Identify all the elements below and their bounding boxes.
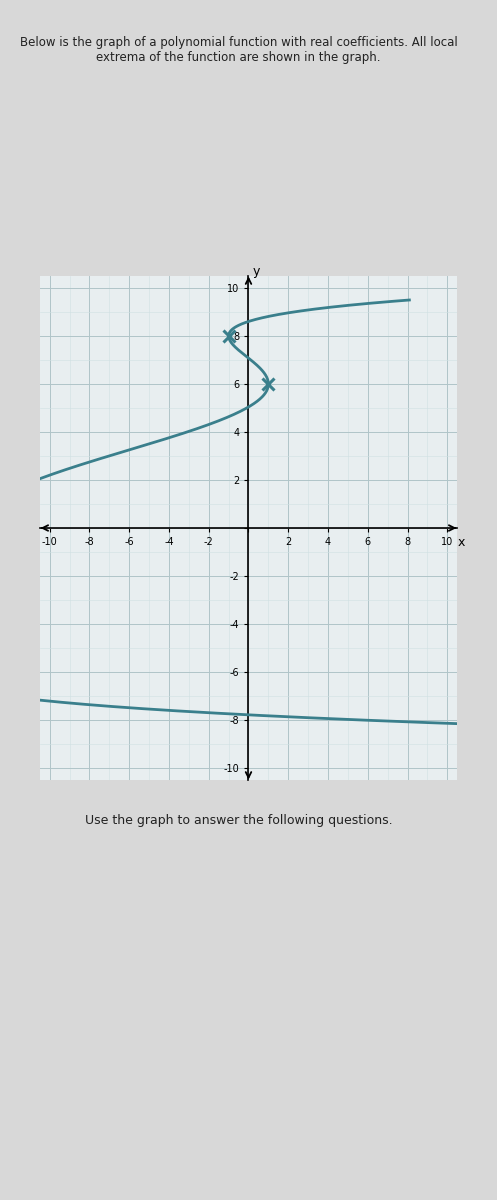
Text: x: x — [458, 536, 465, 548]
Text: y: y — [253, 265, 260, 277]
Text: Below is the graph of a polynomial function with real coefficients. All local ex: Below is the graph of a polynomial funct… — [20, 36, 457, 64]
Text: Use the graph to answer the following questions.: Use the graph to answer the following qu… — [85, 814, 392, 827]
